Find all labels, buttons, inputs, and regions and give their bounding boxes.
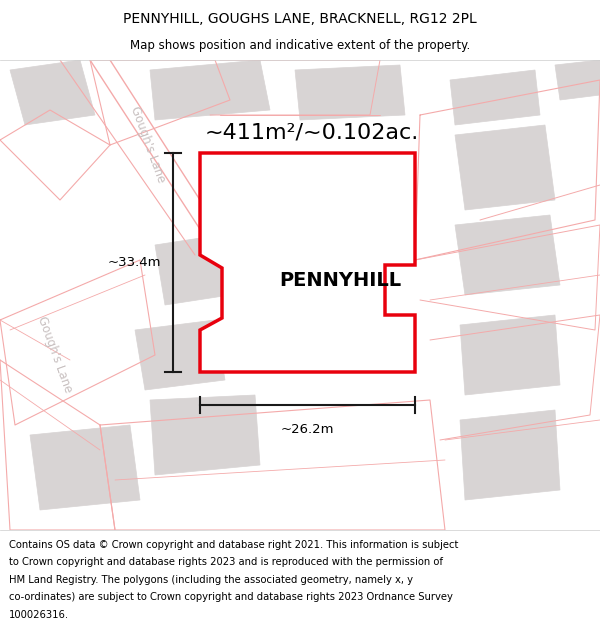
Text: ~411m²/~0.102ac.: ~411m²/~0.102ac.: [205, 122, 419, 142]
Text: Gough's Lane: Gough's Lane: [128, 105, 168, 185]
Text: ~26.2m: ~26.2m: [281, 423, 334, 436]
Polygon shape: [450, 70, 540, 125]
Polygon shape: [150, 60, 270, 120]
Polygon shape: [30, 425, 140, 510]
Polygon shape: [135, 320, 225, 390]
Text: 100026316.: 100026316.: [9, 610, 69, 620]
Polygon shape: [460, 410, 560, 500]
Text: Map shows position and indicative extent of the property.: Map shows position and indicative extent…: [130, 39, 470, 52]
Text: Gough's Lane: Gough's Lane: [35, 315, 75, 395]
Polygon shape: [455, 125, 555, 210]
Polygon shape: [155, 235, 230, 305]
Text: to Crown copyright and database rights 2023 and is reproduced with the permissio: to Crown copyright and database rights 2…: [9, 557, 443, 567]
Text: PENNYHILL: PENNYHILL: [279, 271, 401, 289]
Polygon shape: [150, 395, 260, 475]
Text: HM Land Registry. The polygons (including the associated geometry, namely x, y: HM Land Registry. The polygons (includin…: [9, 574, 413, 584]
Polygon shape: [10, 60, 95, 125]
Polygon shape: [270, 275, 360, 360]
Polygon shape: [200, 153, 415, 372]
Text: co-ordinates) are subject to Crown copyright and database rights 2023 Ordnance S: co-ordinates) are subject to Crown copyr…: [9, 592, 453, 602]
Text: PENNYHILL, GOUGHS LANE, BRACKNELL, RG12 2PL: PENNYHILL, GOUGHS LANE, BRACKNELL, RG12 …: [123, 12, 477, 26]
Polygon shape: [455, 215, 560, 295]
Text: ~33.4m: ~33.4m: [107, 256, 161, 269]
Polygon shape: [555, 60, 600, 100]
Text: Contains OS data © Crown copyright and database right 2021. This information is : Contains OS data © Crown copyright and d…: [9, 539, 458, 549]
Polygon shape: [295, 65, 405, 120]
Polygon shape: [460, 315, 560, 395]
